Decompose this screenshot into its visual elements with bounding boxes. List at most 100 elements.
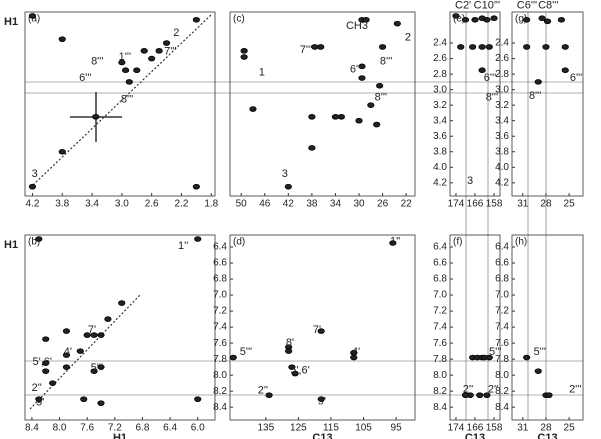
y-tick-label: 6.6 — [213, 258, 227, 269]
peak-label: C6''' — [517, 0, 537, 12]
peak — [90, 332, 98, 338]
y-tick-label: 2.4 — [495, 38, 509, 49]
x-tick-label: 7.6 — [80, 423, 94, 434]
y-tick-label: 2.8 — [433, 69, 447, 80]
peak-label: C10''' — [474, 0, 500, 12]
peak-label: 2 — [173, 27, 179, 39]
y-tick-label: 6.4 — [433, 242, 447, 253]
peak — [534, 79, 542, 85]
peak — [557, 16, 565, 23]
panel-label: (d) — [233, 237, 245, 248]
y-tick-label: 7.4 — [433, 322, 447, 333]
peak — [485, 354, 493, 361]
peak-label: 2 — [405, 32, 411, 44]
peak — [90, 368, 98, 374]
peak-label: 4' — [64, 346, 72, 358]
peak-label: 6''' — [484, 72, 496, 84]
x-axis-title: C13 — [312, 432, 332, 439]
peak — [308, 114, 316, 120]
peak — [28, 183, 37, 190]
peak-label: 4' — [352, 346, 360, 358]
y-tick-label: 7.6 — [433, 338, 447, 349]
peak-label: 6''' — [570, 72, 582, 84]
x-tick-label: 6.0 — [191, 423, 205, 434]
y-tick-label: 8.4 — [495, 402, 509, 413]
y-tick-label: 8.2 — [495, 386, 509, 397]
peak — [162, 40, 171, 46]
peak — [317, 44, 325, 50]
panel-frame — [449, 11, 501, 197]
y-tick-label: 3.8 — [433, 146, 447, 157]
x-tick-label: 28 — [540, 199, 552, 210]
peak — [483, 392, 491, 398]
peak — [42, 368, 50, 374]
peak-label: 5',6' — [33, 356, 53, 368]
y-tick-label: 6.6 — [433, 258, 447, 269]
peak — [97, 332, 105, 338]
x-tick-label: 34 — [330, 199, 342, 210]
y-tick-label: 7.2 — [213, 306, 227, 317]
peak — [28, 13, 37, 19]
peak-label: 1'' — [390, 235, 400, 247]
y-tick-label: 8.0 — [495, 370, 509, 381]
panel-frame — [511, 11, 584, 197]
peak — [140, 48, 148, 54]
y-tick-label: 7.0 — [213, 290, 227, 301]
x-axis-title: C13 — [537, 432, 557, 439]
x-tick-label: 166 — [467, 423, 484, 434]
peak — [76, 348, 84, 354]
peak-label: 7' — [88, 324, 96, 336]
x-tick-label: 135 — [257, 423, 274, 434]
peak — [288, 364, 296, 370]
x-tick-label: 1.8 — [204, 199, 218, 210]
peak — [133, 67, 141, 74]
peak-label: 9' — [318, 395, 326, 407]
panel-frame — [24, 11, 216, 197]
peak — [469, 44, 477, 50]
peak-label: 1''' — [119, 51, 131, 63]
x-tick-label: 105 — [355, 423, 372, 434]
panel-label: (b) — [28, 237, 40, 248]
y-tick-label: 6.6 — [495, 258, 509, 269]
y-tick-label: 6.4 — [213, 242, 227, 253]
panel-label: (a) — [28, 14, 40, 25]
peak — [476, 392, 484, 398]
peak — [155, 48, 163, 54]
y-tick-label: 7.6 — [495, 338, 509, 349]
peak — [461, 16, 470, 23]
peak — [42, 336, 50, 342]
x-tick-label: 26 — [377, 199, 389, 210]
y-tick-label: 8.0 — [213, 370, 227, 381]
peak — [291, 370, 299, 377]
x-tick-label: 158 — [486, 199, 503, 210]
y-tick-label: 3.6 — [433, 131, 447, 142]
y-tick-label: 8.4 — [433, 402, 447, 413]
peak — [561, 44, 569, 50]
panel-frame — [229, 11, 416, 197]
peak — [62, 328, 71, 334]
y-tick-label: 8.2 — [433, 386, 447, 397]
x-tick-label: 95 — [391, 423, 403, 434]
x-tick-label: 22 — [401, 199, 413, 210]
y-tick-label: 3.6 — [495, 131, 509, 142]
peak — [337, 114, 345, 120]
peak-label: 7' — [313, 324, 321, 336]
peak — [308, 145, 316, 151]
peak-label: CH3 — [346, 20, 368, 32]
x-tick-label: 6.8 — [136, 423, 150, 434]
peak — [534, 368, 542, 374]
panel-label: (g) — [515, 14, 527, 25]
x-tick-label: 158 — [486, 423, 503, 434]
x-tick-label: 4.2 — [25, 199, 39, 210]
peak — [35, 396, 43, 402]
peak — [452, 13, 460, 19]
y-tick-label: 4.0 — [433, 162, 447, 173]
peak-label: 8''' — [91, 56, 103, 68]
peak — [240, 48, 248, 54]
peak — [148, 55, 156, 62]
y-axis-title: H1 — [4, 16, 18, 28]
peak — [194, 236, 202, 242]
peak — [125, 79, 133, 85]
peak — [545, 392, 553, 398]
peak — [317, 396, 325, 402]
